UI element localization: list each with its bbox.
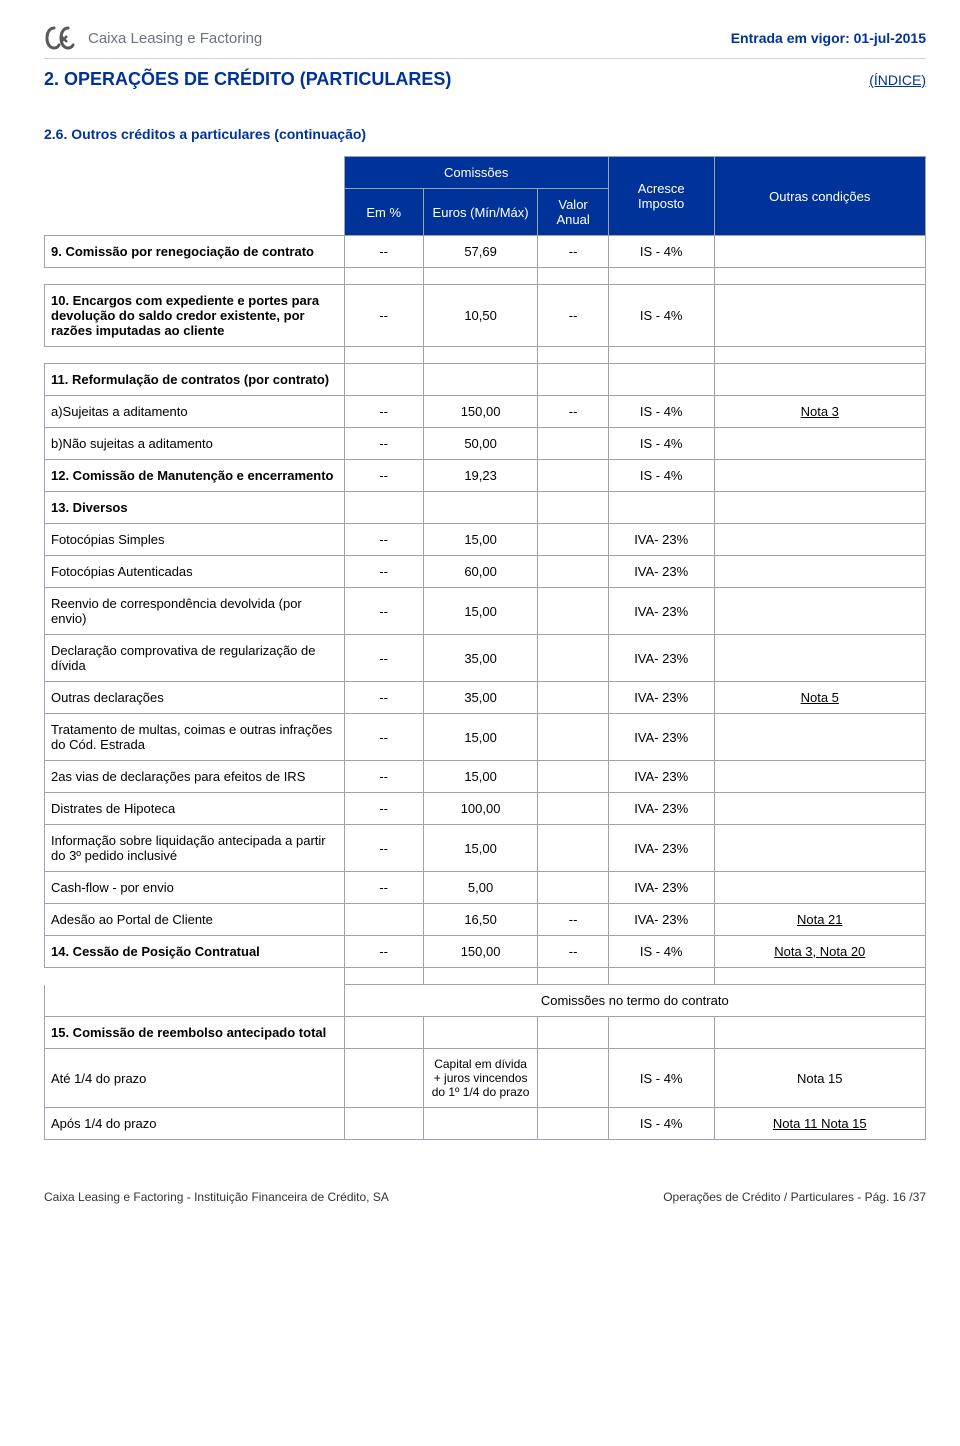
col-outras: Outras condições [714, 157, 925, 236]
brand: Caixa Leasing e Factoring [44, 24, 262, 52]
table-row: Até 1/4 do prazo Capital em dívida + jur… [45, 1049, 926, 1108]
subsection-title: 2.6. Outros créditos a particulares (con… [44, 126, 926, 142]
section-title: 2. OPERAÇÕES DE CRÉDITO (PARTICULARES) [44, 69, 451, 90]
table-row: Fotocópias Autenticadas -- 60,00 IVA- 23… [45, 556, 926, 588]
table-row: 15. Comissão de reembolso antecipado tot… [45, 1017, 926, 1049]
footer-left: Caixa Leasing e Factoring - Instituição … [44, 1190, 389, 1204]
table-row: 2as vias de declarações para efeitos de … [45, 761, 926, 793]
table-row: 11. Reformulação de contratos (por contr… [45, 364, 926, 396]
table-row: 10. Encargos com expediente e portes par… [45, 285, 926, 347]
effective-date: Entrada em vigor: 01-jul-2015 [731, 30, 926, 46]
table-row: Informação sobre liquidação antecipada a… [45, 825, 926, 872]
col-em-pct: Em % [344, 189, 423, 236]
table-row: Cash-flow - por envio -- 5,00 IVA- 23% [45, 872, 926, 904]
table-row: Adesão ao Portal de Cliente 16,50 -- IVA… [45, 904, 926, 936]
table-row: 14. Cessão de Posição Contratual -- 150,… [45, 936, 926, 968]
table-row: Tratamento de multas, coimas e outras in… [45, 714, 926, 761]
col-euros: Euros (Mín/Máx) [423, 189, 538, 236]
table-row: Reenvio de correspondência devolvida (po… [45, 588, 926, 635]
brand-text: Caixa Leasing e Factoring [88, 30, 262, 47]
col-acresce: Acresce Imposto [608, 157, 714, 236]
table-row: Fotocópias Simples -- 15,00 IVA- 23% [45, 524, 926, 556]
table-row: Após 1/4 do prazo IS - 4% Nota 11 Nota 1… [45, 1108, 926, 1140]
table-row: Distrates de Hipoteca -- 100,00 IVA- 23% [45, 793, 926, 825]
table-row: a)Sujeitas a aditamento -- 150,00 -- IS … [45, 396, 926, 428]
pricing-table: Comissões Acresce Imposto Outras condiçõ… [44, 156, 926, 1140]
table-row: b)Não sujeitas a aditamento -- 50,00 IS … [45, 428, 926, 460]
table-row: 13. Diversos [45, 492, 926, 524]
table-row: Comissões no termo do contrato [45, 985, 926, 1017]
index-link[interactable]: (ÍNDICE) [869, 72, 926, 88]
col-comissoes: Comissões [344, 157, 608, 189]
footer-right: Operações de Crédito / Particulares - Pá… [663, 1190, 926, 1204]
table-row: Declaração comprovativa de regularização… [45, 635, 926, 682]
brand-icon [44, 24, 78, 52]
table-row: Outras declarações -- 35,00 IVA- 23% Not… [45, 682, 926, 714]
table-row: 12. Comissão de Manutenção e encerrament… [45, 460, 926, 492]
table-row: 9. Comissão por renegociação de contrato… [45, 236, 926, 268]
col-valor-anual: Valor Anual [538, 189, 608, 236]
